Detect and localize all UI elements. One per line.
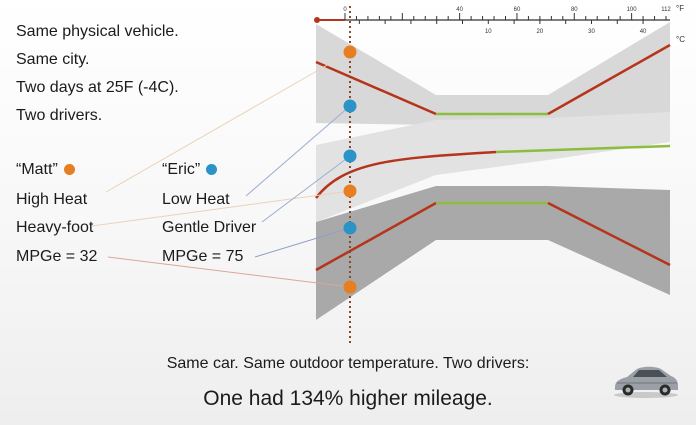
fahrenheit-tick-label: 60 — [514, 7, 521, 13]
fahrenheit-tick-label: 0 — [343, 7, 347, 13]
footer-headline: One had 134% higher mileage. — [203, 387, 493, 410]
matt-style-label: Heavy-foot — [16, 219, 94, 236]
matt-driving-dot — [343, 184, 357, 198]
eric-name-label: “Eric” — [162, 160, 218, 180]
eric-heat-dot — [343, 99, 357, 113]
eric-mpge-dot — [343, 221, 357, 235]
band-1 — [316, 22, 670, 125]
celsius-tick-label: 40 — [640, 29, 647, 35]
car-icon — [614, 366, 678, 398]
matt-heat-label: High Heat — [16, 191, 88, 208]
eric-driving-dot — [343, 149, 357, 163]
band-2 — [316, 112, 670, 222]
fahrenheit-unit: °F — [676, 4, 684, 13]
trend-lines — [315, 43, 671, 272]
trend-red-3a — [315, 201, 437, 272]
band-3 — [316, 186, 670, 320]
trend-red-1b — [547, 43, 671, 116]
connector-matt-mpge — [107, 256, 351, 288]
matt-heat-dot — [343, 45, 357, 59]
matt-name-label: “Matt” — [16, 160, 75, 180]
intro-line-vehicle: Same physical vehicle. — [16, 23, 179, 40]
trend-red-1a — [315, 60, 437, 116]
fahrenheit-tick-label: 40 — [456, 7, 463, 13]
eric-mpge-label: MPGe = 75 — [162, 248, 244, 265]
footer-summary: Same car. Same outdoor temperature. Two … — [166, 355, 530, 372]
celsius-unit: °C — [676, 35, 685, 44]
trend-red-2 — [315, 150, 497, 199]
fahrenheit-tick-label: 100 — [627, 7, 638, 13]
intro-line-city: Same city. — [16, 51, 90, 68]
intro-line-temperature: Two days at 25F (-4C). — [16, 79, 179, 96]
connector-eric-mpge — [254, 227, 351, 258]
matt-mpge-dot — [343, 280, 357, 294]
connector-gentle-driver — [261, 155, 351, 223]
celsius-tick-label: 10 — [485, 29, 492, 35]
connector-high-heat — [105, 51, 351, 193]
thermometer-scale: 0 40 60 80 100 112 10 20 30 40 °F °C — [314, 4, 685, 44]
eric-color-dot — [206, 164, 218, 175]
celsius-tick-label: 30 — [588, 29, 595, 35]
connector-lines — [91, 51, 351, 288]
bands — [316, 22, 670, 320]
driver-dots — [343, 45, 357, 294]
fahrenheit-tick-label: 80 — [571, 7, 578, 13]
trend-green-2 — [495, 144, 671, 154]
fahrenheit-tick-label: 112 — [661, 7, 671, 13]
connector-heavy-foot — [91, 190, 351, 227]
matt-mpge-label: MPGe = 32 — [16, 248, 98, 265]
celsius-tick-label: 20 — [537, 29, 544, 35]
connector-low-heat — [245, 105, 351, 197]
trend-red-3b — [547, 201, 671, 267]
intro-line-drivers: Two drivers. — [16, 107, 103, 124]
matt-color-dot — [63, 164, 75, 175]
eric-style-label: Gentle Driver — [162, 219, 257, 236]
eric-heat-label: Low Heat — [162, 191, 230, 208]
